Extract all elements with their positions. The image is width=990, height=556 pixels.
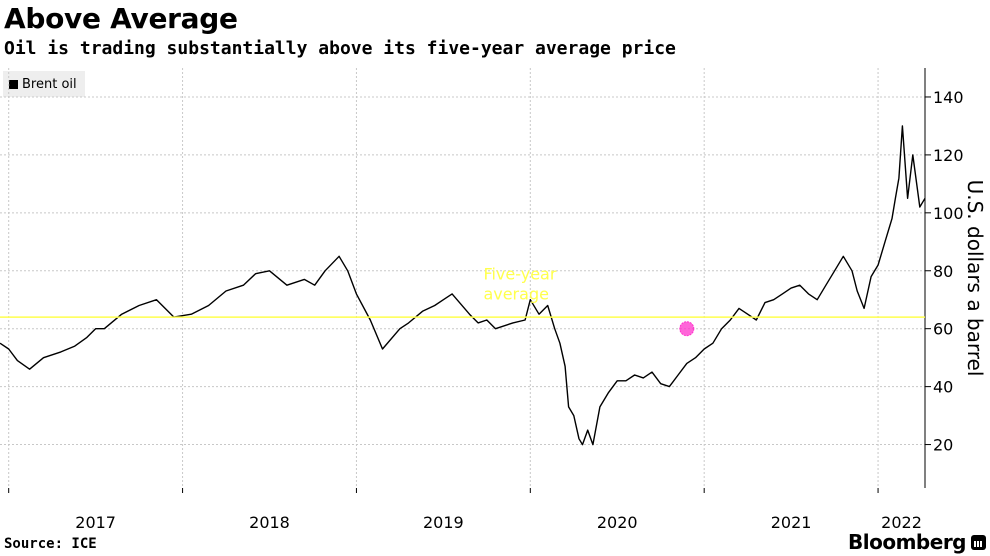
legend-label-brent: Brent oil: [22, 76, 77, 92]
source-note: Source: ICE: [4, 536, 97, 552]
series-line-brent-oil: [0, 125, 926, 446]
y-tick-label-80: 80: [933, 262, 953, 281]
chart-title: Above Average: [4, 2, 238, 35]
x-tick-label-2021: 2021: [771, 513, 812, 532]
legend: Brent oil: [3, 71, 85, 97]
x-tick-label-2022: 2022: [881, 513, 922, 532]
annotation-five-year-average: Five-year average: [483, 264, 556, 303]
x-tick-label-2019: 2019: [423, 513, 464, 532]
x-tick-label-2018: 2018: [249, 513, 290, 532]
brand-name: Bloomberg: [848, 530, 966, 554]
bloomberg-icon: [971, 534, 986, 550]
brand-logo: Bloomberg: [848, 530, 986, 554]
y-tick-label-40: 40: [933, 378, 953, 397]
annotation-line: Five-year: [483, 264, 556, 283]
x-tick-label-2017: 2017: [75, 513, 116, 532]
x-tick-label-2020: 2020: [597, 513, 638, 532]
y-tick-label-120: 120: [933, 146, 964, 165]
y-tick-label-140: 140: [933, 88, 964, 107]
y-tick-label-20: 20: [933, 436, 953, 455]
legend-swatch-brent: [9, 79, 18, 89]
y-tick-label-100: 100: [933, 204, 964, 223]
y-axis-title: U.S. dollars a barrel: [963, 180, 987, 377]
y-tick-label-60: 60: [933, 320, 953, 339]
chart-subtitle: Oil is trading substantially above its f…: [4, 38, 676, 59]
crossing-marker: [679, 321, 695, 337]
annotation-line: average: [483, 284, 549, 303]
